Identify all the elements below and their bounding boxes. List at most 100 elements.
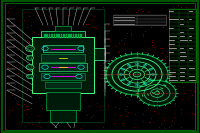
Point: [59, 119, 62, 121]
Point: [88, 69, 91, 72]
Point: [43, 59, 46, 61]
Bar: [113, 15, 166, 25]
Point: [53, 25, 56, 27]
Circle shape: [28, 47, 32, 50]
Point: [3, 82, 6, 84]
Point: [16, 72, 20, 74]
Point: [92, 26, 95, 28]
Point: [162, 117, 165, 120]
Point: [191, 112, 194, 115]
Point: [130, 24, 133, 26]
Point: [158, 47, 162, 49]
Point: [113, 8, 116, 10]
Point: [38, 120, 41, 123]
Point: [59, 80, 62, 82]
Circle shape: [133, 72, 141, 77]
Bar: [54, 34, 55, 38]
Point: [149, 26, 152, 28]
Point: [113, 113, 116, 115]
Point: [45, 71, 48, 73]
Bar: [56, 34, 58, 38]
Point: [50, 7, 54, 9]
Point: [99, 76, 102, 79]
Point: [117, 42, 121, 44]
Point: [73, 38, 76, 40]
Point: [19, 122, 23, 124]
Point: [5, 128, 8, 130]
Point: [102, 67, 105, 69]
Point: [37, 33, 40, 35]
Point: [47, 15, 51, 17]
Point: [18, 20, 22, 22]
Circle shape: [28, 66, 32, 68]
Point: [26, 26, 29, 28]
Point: [8, 81, 11, 84]
Point: [119, 95, 122, 98]
Point: [61, 78, 64, 80]
Bar: [63, 34, 65, 38]
Point: [23, 125, 26, 127]
Point: [143, 62, 146, 64]
Point: [108, 66, 111, 68]
Point: [98, 35, 101, 38]
Bar: [80, 34, 82, 38]
Point: [40, 125, 43, 128]
Point: [124, 88, 127, 90]
Point: [7, 129, 11, 131]
Point: [134, 11, 137, 13]
Point: [13, 82, 16, 85]
Point: [150, 44, 153, 46]
Point: [151, 62, 154, 64]
Point: [106, 38, 110, 41]
Point: [10, 109, 14, 111]
Point: [146, 10, 149, 12]
Point: [19, 28, 23, 30]
Point: [53, 53, 56, 55]
Point: [107, 24, 110, 26]
Point: [12, 24, 15, 26]
Point: [81, 7, 84, 9]
Bar: [78, 34, 79, 38]
Bar: [73, 34, 74, 38]
Point: [32, 30, 35, 32]
Point: [75, 55, 78, 57]
Bar: [49, 34, 50, 38]
Circle shape: [106, 54, 168, 95]
Point: [189, 76, 192, 78]
Point: [75, 79, 78, 81]
Point: [101, 89, 105, 91]
Bar: [94, 48, 105, 60]
Point: [176, 67, 179, 69]
Point: [27, 42, 30, 44]
Point: [86, 114, 89, 117]
Point: [61, 36, 64, 38]
Point: [53, 84, 56, 86]
Point: [186, 42, 189, 44]
Point: [133, 130, 136, 132]
Point: [62, 28, 65, 30]
Point: [153, 46, 156, 48]
Point: [124, 48, 127, 50]
Circle shape: [27, 74, 33, 79]
Point: [43, 67, 46, 69]
Point: [25, 108, 28, 110]
Point: [165, 71, 168, 73]
Point: [103, 30, 106, 33]
Point: [38, 121, 41, 124]
Point: [180, 126, 183, 128]
Point: [187, 38, 190, 40]
Point: [65, 69, 68, 72]
Bar: [55, 26, 71, 31]
Point: [175, 95, 179, 97]
Point: [56, 94, 59, 96]
Point: [14, 97, 17, 99]
Point: [128, 90, 131, 92]
Point: [85, 74, 88, 76]
Point: [68, 91, 71, 93]
Point: [109, 40, 112, 43]
Point: [170, 120, 174, 122]
Point: [101, 6, 105, 8]
Point: [19, 114, 22, 116]
Bar: [66, 34, 67, 38]
Point: [60, 95, 64, 97]
